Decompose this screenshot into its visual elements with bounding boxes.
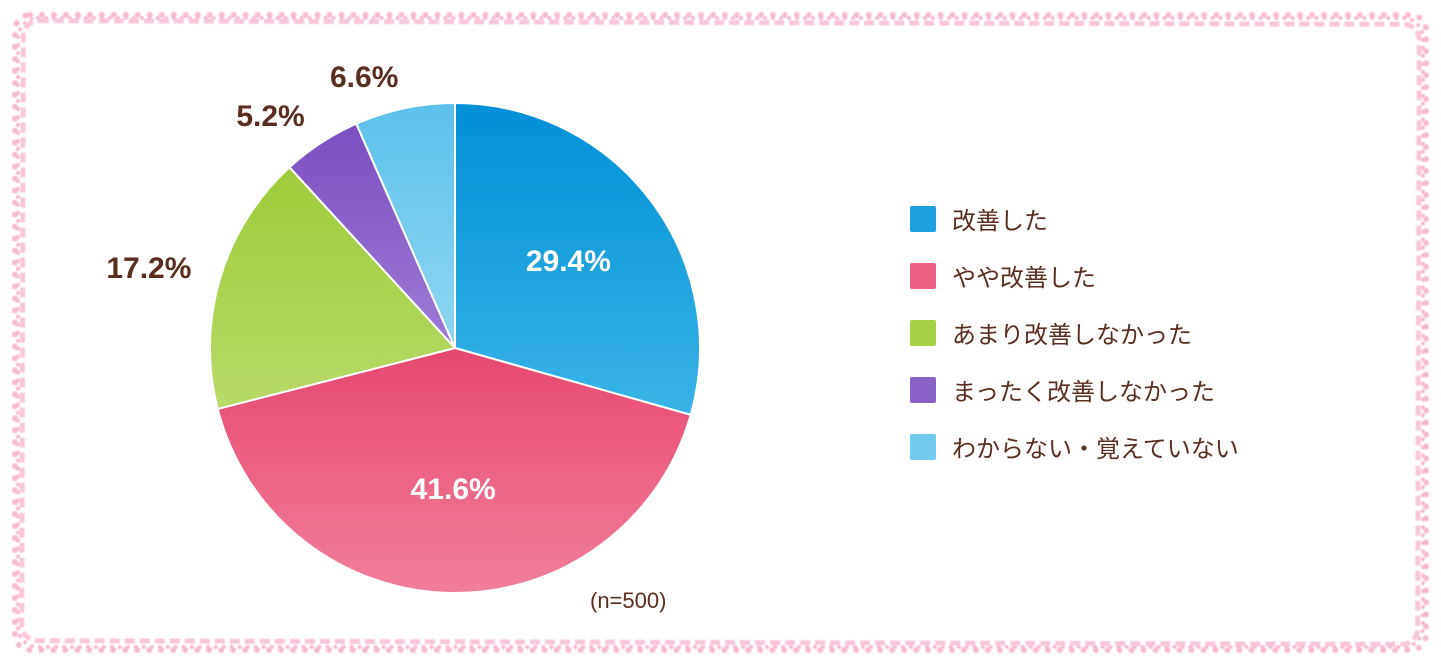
content-row: 29.4% 41.6% 17.2% 5.2% 6.6% (n=500) 改善したやや改善… bbox=[30, 30, 1411, 635]
legend-label: わからない・覚えていない bbox=[952, 429, 1239, 464]
pie-chart-area: 29.4% 41.6% 17.2% 5.2% 6.6% (n=500) bbox=[30, 33, 790, 633]
legend-item: やや改善した bbox=[910, 258, 1239, 293]
legend-swatch bbox=[910, 434, 936, 460]
legend-item: まったく改善しなかった bbox=[910, 372, 1239, 407]
pie-slice-value: 5.2% bbox=[236, 100, 304, 134]
legend-item: あまり改善しなかった bbox=[910, 315, 1239, 350]
legend-swatch bbox=[910, 206, 936, 232]
legend-swatch bbox=[910, 320, 936, 346]
legend-label: 改善した bbox=[952, 201, 1048, 236]
legend-item: 改善した bbox=[910, 201, 1239, 236]
legend-label: あまり改善しなかった bbox=[952, 315, 1192, 350]
legend-item: わからない・覚えていない bbox=[910, 429, 1239, 464]
pie-chart-svg bbox=[210, 103, 700, 593]
legend: 改善したやや改善したあまり改善しなかったまったく改善しなかったわからない・覚えて… bbox=[910, 201, 1239, 464]
pie-slice-value: 6.6% bbox=[330, 61, 398, 95]
chart-card: 29.4% 41.6% 17.2% 5.2% 6.6% (n=500) 改善したやや改善… bbox=[0, 0, 1441, 665]
legend-swatch bbox=[910, 377, 936, 403]
pie-slice-value: 41.6% bbox=[411, 473, 496, 507]
pie-slice-value: 17.2% bbox=[106, 252, 191, 286]
legend-label: やや改善した bbox=[952, 258, 1096, 293]
sample-size-label: (n=500) bbox=[590, 588, 666, 614]
legend-label: まったく改善しなかった bbox=[952, 372, 1215, 407]
legend-swatch bbox=[910, 263, 936, 289]
pie-slice-value: 29.4% bbox=[526, 245, 611, 279]
